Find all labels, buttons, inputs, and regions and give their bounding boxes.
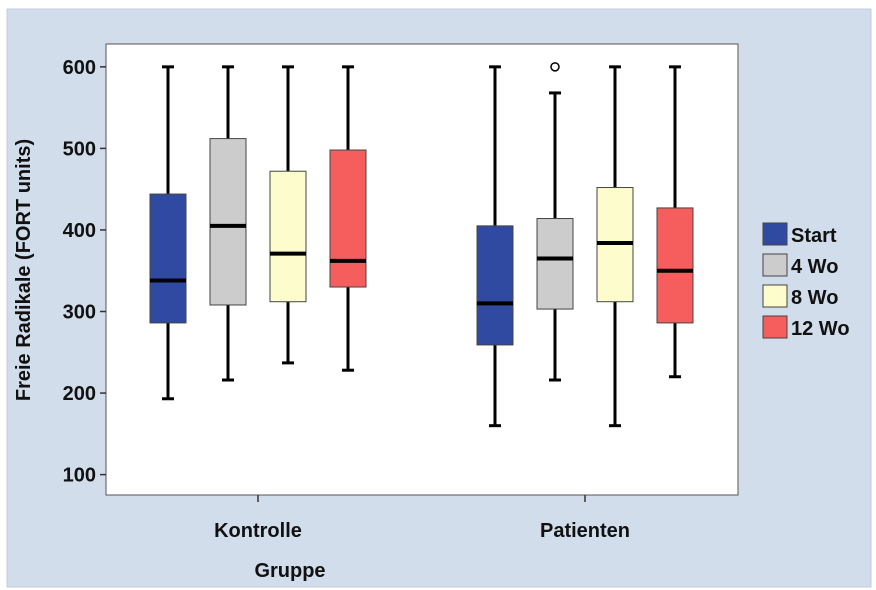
legend: Start 4 Wo 8 Wo 12 Wo [762, 222, 850, 340]
x-tick-label-1: Patienten [540, 520, 630, 542]
legend-swatch-1 [762, 253, 788, 277]
plot-area [105, 43, 739, 496]
legend-label-2: 8 Wo [791, 287, 838, 309]
y-axis-title: Freie Radikale (FORT units) [13, 139, 35, 401]
x-tick-label-0: Kontrolle [214, 520, 302, 542]
y-tick-label-200: 200 [63, 383, 96, 405]
box-1-0 [476, 65, 514, 428]
legend-swatch-3 [762, 315, 788, 339]
box-rect [209, 138, 247, 306]
legend-label-0: Start [791, 225, 837, 247]
y-axis: 100 200 300 400 500 600 [63, 57, 106, 487]
box-rect [269, 170, 307, 303]
legend-label-3: 12 Wo [791, 318, 850, 340]
box-rect [149, 193, 187, 324]
box-0-3 [329, 65, 367, 372]
legend-swatch-2 [762, 284, 788, 308]
box-rect [536, 218, 574, 310]
box-0-1 [209, 65, 247, 382]
legend-label-1: 4 Wo [791, 256, 838, 278]
box-0-2 [269, 65, 307, 365]
x-axis-title: Gruppe [254, 560, 325, 582]
box-1-1 [536, 62, 574, 382]
outlier-point [550, 62, 560, 72]
x-axis: Kontrolle Patienten [214, 495, 630, 542]
y-tick-label-100: 100 [63, 465, 96, 487]
box-rect [476, 225, 514, 346]
box-rect [656, 207, 694, 324]
y-tick-label-500: 500 [63, 138, 96, 160]
y-tick-label-600: 600 [63, 57, 96, 79]
y-tick-label-400: 400 [63, 220, 96, 242]
y-tick-label-300: 300 [63, 302, 96, 324]
box-rect [329, 149, 367, 288]
box-1-3 [656, 65, 694, 379]
legend-swatch-0 [762, 222, 788, 246]
box-0-0 [149, 65, 187, 401]
box-1-2 [596, 65, 634, 428]
box-series [149, 62, 694, 428]
